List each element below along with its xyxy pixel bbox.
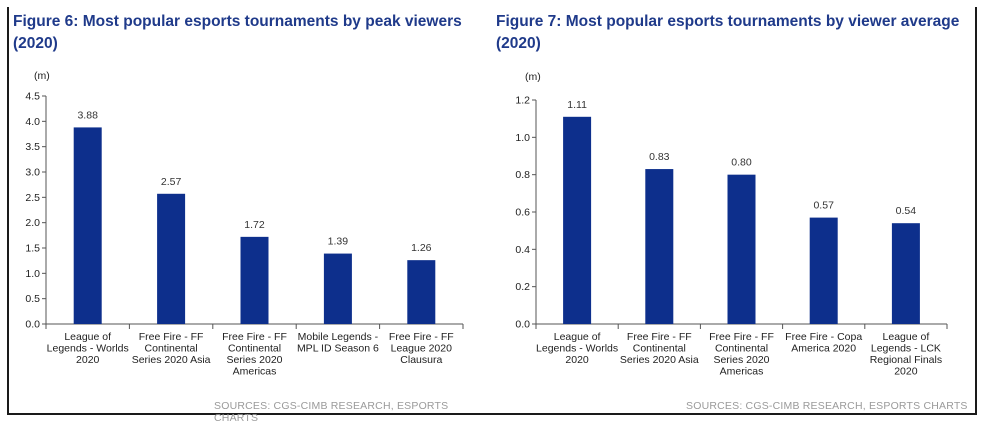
data-label: 1.11 <box>567 99 587 111</box>
x-category-label: Clausura <box>400 354 442 366</box>
data-label: 1.72 <box>244 219 265 231</box>
x-category-label: Continental <box>145 343 198 355</box>
y-tick-label: 0.2 <box>515 281 530 293</box>
data-label: 0.57 <box>813 200 834 212</box>
x-category-label: 2020 <box>565 354 589 366</box>
y-tick-label: 0.6 <box>515 207 530 219</box>
data-label: 0.83 <box>649 151 670 163</box>
x-category-label: MPL ID Season 6 <box>297 343 379 355</box>
data-label: 0.54 <box>896 205 917 217</box>
bar <box>891 223 920 324</box>
x-category-label: Series 2020 <box>226 354 282 366</box>
x-category-label: Series 2020 <box>713 354 769 366</box>
y-tick-label: 0.0 <box>25 319 40 331</box>
bar <box>157 193 186 324</box>
x-category-label: 2020 <box>76 354 100 366</box>
data-label: 1.39 <box>328 236 349 248</box>
x-category-label: Legends - Worlds <box>536 343 618 355</box>
x-category-label: America 2020 <box>791 343 856 355</box>
x-category-label: Continental <box>633 343 686 355</box>
x-category-label: 2020 <box>894 366 918 378</box>
y-tick-label: 0.4 <box>515 244 530 256</box>
bar <box>323 253 352 324</box>
x-category-label: Free Fire - FF <box>709 331 774 343</box>
x-category-label: Americas <box>233 366 277 378</box>
chart-title: Figure 7: Most popular esports tournamen… <box>496 13 960 52</box>
x-category-label: Free Fire - FF <box>222 331 287 343</box>
x-category-label: League of <box>64 331 111 343</box>
x-category-label: Series 2020 Asia <box>132 354 211 366</box>
y-tick-label: 0.8 <box>515 169 530 181</box>
data-label: 1.26 <box>411 242 432 254</box>
y-tick-label: 1.5 <box>25 243 40 255</box>
y-tick-label: 3.0 <box>25 167 40 179</box>
x-category-label: League 2020 <box>391 343 452 355</box>
x-category-label: Legends - Worlds <box>47 343 129 355</box>
data-label: 0.80 <box>731 157 752 169</box>
bar <box>727 174 756 324</box>
y-tick-label: 1.2 <box>515 95 530 107</box>
figure-frame <box>7 7 977 415</box>
y-tick-label: 2.5 <box>25 192 40 204</box>
x-category-label: Free Fire - Copa <box>785 331 862 343</box>
chart-panel-figure-7: Figure 7: Most popular esports tournamen… <box>492 0 984 423</box>
y-axis-unit: (m) <box>34 70 50 82</box>
bar <box>563 116 592 324</box>
x-category-label: Continental <box>715 343 768 355</box>
y-tick-label: 4.5 <box>25 91 40 103</box>
y-axis-unit: (m) <box>525 71 541 83</box>
x-category-label: Series 2020 Asia <box>620 354 699 366</box>
bar <box>73 127 102 324</box>
x-category-label: Continental <box>228 343 281 355</box>
y-tick-label: 3.5 <box>25 141 40 153</box>
chart-panel-figure-6: Figure 6: Most popular esports tournamen… <box>0 0 492 424</box>
bar <box>407 260 436 324</box>
bar <box>809 217 838 324</box>
y-tick-label: 2.0 <box>25 217 40 229</box>
x-category-label: Mobile Legends - <box>298 331 379 343</box>
x-category-label: Free Fire - FF <box>627 331 692 343</box>
y-tick-label: 1.0 <box>515 132 530 144</box>
y-tick-label: 0.5 <box>25 293 40 305</box>
chart-source: SOURCES: CGS-CIMB RESEARCH, ESPORTS CHAR… <box>214 400 449 424</box>
x-category-label: Free Fire - FF <box>139 331 204 343</box>
y-tick-label: 1.0 <box>25 268 40 280</box>
x-category-label: Free Fire - FF <box>389 331 454 343</box>
x-category-label: League of <box>883 331 930 343</box>
y-tick-label: 4.0 <box>25 116 40 128</box>
chart-source: SOURCES: CGS-CIMB RESEARCH, ESPORTS CHAR… <box>686 400 968 412</box>
bar-chart-peak-viewers: (m) 0.0 0.5 1.0 1.5 2.0 2.5 3.0 3.5 4.0 4.5 3.88 Lea… <box>25 70 464 378</box>
data-label: 3.88 <box>77 109 98 121</box>
data-label: 2.57 <box>161 176 182 188</box>
bar <box>645 169 674 324</box>
chart-title: Figure 6: Most popular esports tournamen… <box>13 13 462 52</box>
x-category-label: Americas <box>720 366 764 378</box>
x-category-label: Legends - LCK <box>871 343 941 355</box>
y-tick-label: 0.0 <box>515 319 530 331</box>
x-category-label: League of <box>554 331 601 343</box>
bar <box>240 236 269 324</box>
x-category-label: Regional Finals <box>870 354 942 366</box>
